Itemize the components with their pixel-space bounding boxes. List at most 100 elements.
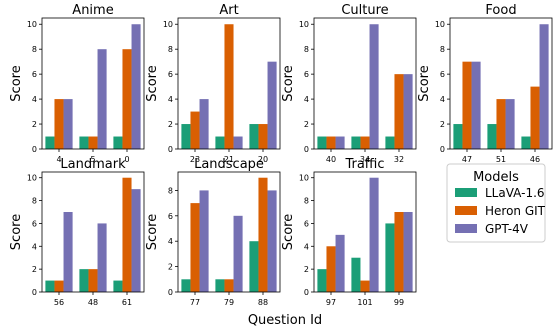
bar-gpt-4v-48 xyxy=(97,223,107,292)
bar-llava-1-6-97 xyxy=(317,269,327,292)
x-tick-label: 77 xyxy=(190,298,200,307)
y-tick-label: 6 xyxy=(440,70,445,79)
plot-frame xyxy=(41,171,145,293)
x-tick-label: 79 xyxy=(224,298,234,307)
panel-1: Art Score 0 2 4 6 8 10 23 21 20 xyxy=(145,3,281,164)
y-tick-label: 8 xyxy=(32,45,37,54)
bar-llava-1-6-32 xyxy=(385,136,395,149)
bar-gpt-4v-21 xyxy=(233,136,243,149)
y-axis-label: Score xyxy=(145,65,160,101)
panel-title: Landscape xyxy=(194,157,264,172)
bar-llava-1-6-61 xyxy=(113,280,123,292)
x-tick-label: 51 xyxy=(496,155,506,164)
panel-0: Anime Score 0 2 4 6 8 10 4 5 0 xyxy=(9,3,145,164)
bar-heron-git-56 xyxy=(54,280,64,292)
y-tick-label: 2 xyxy=(168,120,173,129)
y-tick-label: 4 xyxy=(304,95,309,104)
bar-heron-git-34 xyxy=(360,136,370,149)
legend-title: Models xyxy=(473,170,519,185)
legend-items: LLaVA-1.6 Heron GIT GPT-4V xyxy=(455,186,546,236)
bar-llava-1-6-23 xyxy=(181,124,191,149)
bar-gpt-4v-5 xyxy=(97,49,107,149)
x-tick-label: 61 xyxy=(122,298,132,307)
bar-heron-git-97 xyxy=(326,246,336,292)
bar-heron-git-0 xyxy=(122,49,132,149)
panel-title: Art xyxy=(219,3,238,18)
y-tick-label: 2 xyxy=(32,120,37,129)
y-tick-label: 4 xyxy=(32,95,37,104)
bar-gpt-4v-40 xyxy=(335,136,345,149)
panel-title: Food xyxy=(485,3,516,18)
y-tick-label: 0 xyxy=(168,145,173,154)
x-tick-label: 23 xyxy=(190,155,200,164)
y-tick-label: 10 xyxy=(27,20,37,29)
legend-label: LLaVA-1.6 xyxy=(485,186,545,200)
y-tick-label: 10 xyxy=(299,174,309,183)
x-tick-label: 47 xyxy=(462,155,472,164)
bar-heron-git-5 xyxy=(88,136,98,149)
bar-heron-git-101 xyxy=(360,280,370,292)
y-axis-label: Score xyxy=(281,65,296,101)
bar-heron-git-51 xyxy=(496,99,506,149)
legend: Models LLaVA-1.6 Heron GIT GPT-4V xyxy=(446,163,546,243)
bar-gpt-4v-101 xyxy=(369,177,379,292)
y-tick-label: 4 xyxy=(304,242,309,251)
bar-gpt-4v-0 xyxy=(131,24,141,149)
x-tick-label: 101 xyxy=(357,298,372,307)
y-tick-label: 10 xyxy=(435,20,445,29)
legend-frame xyxy=(446,163,546,243)
plot-frame xyxy=(313,17,417,150)
y-tick-label: 2 xyxy=(32,265,37,274)
y-tick-label: 8 xyxy=(32,197,37,206)
bar-heron-git-99 xyxy=(394,212,404,292)
y-tick-label: 6 xyxy=(32,70,37,79)
plot-frame xyxy=(313,171,417,293)
y-tick-label: 4 xyxy=(168,95,173,104)
bar-gpt-4v-4 xyxy=(63,99,73,149)
bar-gpt-4v-20 xyxy=(267,61,277,149)
bar-gpt-4v-23 xyxy=(199,99,209,149)
x-tick-label: 34 xyxy=(360,155,370,164)
bar-heron-git-23 xyxy=(190,111,200,149)
y-tick-label: 6 xyxy=(168,212,173,221)
y-tick-label: 2 xyxy=(440,120,445,129)
bar-llava-1-6-0 xyxy=(113,136,123,149)
plot-frame xyxy=(177,171,281,293)
bar-llava-1-6-34 xyxy=(351,136,361,149)
panel-2: Culture Score 0 2 4 6 8 10 40 34 32 xyxy=(281,3,417,164)
legend-label: GPT-4V xyxy=(485,222,529,236)
y-tick-label: 2 xyxy=(304,120,309,129)
bar-heron-git-88 xyxy=(258,177,268,292)
x-tick-label: 48 xyxy=(88,298,98,307)
bar-gpt-4v-79 xyxy=(233,215,243,292)
bar-gpt-4v-34 xyxy=(369,24,379,149)
bar-gpt-4v-77 xyxy=(199,190,209,292)
bar-llava-1-6-47 xyxy=(453,124,463,149)
legend-label: Heron GIT xyxy=(485,204,546,218)
bar-heron-git-21 xyxy=(224,24,234,149)
bar-gpt-4v-61 xyxy=(131,189,141,292)
y-axis-label: Score xyxy=(9,214,24,250)
x-tick-label: 40 xyxy=(326,155,336,164)
x-tick-label: 46 xyxy=(530,155,540,164)
plot-frame xyxy=(41,17,145,150)
x-tick-label: 97 xyxy=(326,298,336,307)
x-tick-label: 32 xyxy=(394,155,404,164)
bar-heron-git-48 xyxy=(88,269,98,292)
bar-llava-1-6-20 xyxy=(249,124,259,149)
bar-llava-1-6-56 xyxy=(45,280,55,292)
y-tick-label: 0 xyxy=(304,288,309,297)
legend-swatch-gpt-4v xyxy=(455,224,477,233)
legend-swatch-heron-git xyxy=(455,206,477,215)
bar-llava-1-6-48 xyxy=(79,269,89,292)
y-tick-label: 4 xyxy=(168,237,173,246)
bar-llava-1-6-99 xyxy=(385,223,395,292)
bar-gpt-4v-99 xyxy=(403,212,413,292)
bar-llava-1-6-79 xyxy=(215,279,225,292)
panel-title: Anime xyxy=(72,3,113,18)
bar-gpt-4v-32 xyxy=(403,74,413,149)
y-tick-label: 6 xyxy=(168,70,173,79)
bar-gpt-4v-47 xyxy=(471,61,481,149)
